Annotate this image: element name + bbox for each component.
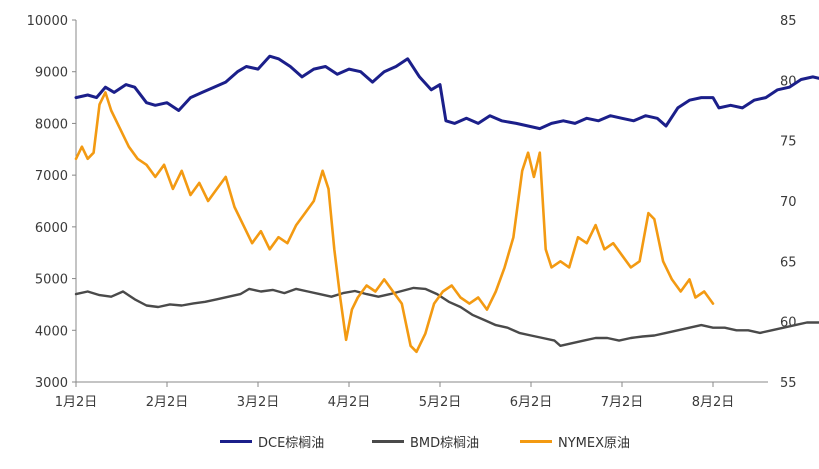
plot-series [74, 54, 819, 354]
x-axis: 1月2日 2月2日 3月2日 4月2日 5月2日 6月2日 7月2日 8月2日 [55, 381, 768, 410]
right-tick-label: 85 [780, 14, 797, 29]
left-tick-label: 10000 [27, 14, 68, 29]
series-line-nymex [74, 91, 715, 354]
legend-swatch-dce [220, 440, 252, 443]
left-y-axis: 3000 4000 5000 6000 7000 8000 9000 10000 [27, 14, 77, 391]
series-line-dce [74, 54, 819, 131]
left-tick-label: 6000 [35, 221, 68, 236]
left-tick-label: 5000 [35, 273, 68, 288]
legend-swatch-bmd [372, 440, 404, 443]
legend: DCE棕榈油 BMD棕榈油 NYMEX原油 [0, 432, 819, 456]
legend-label-bmd: BMD棕榈油 [410, 436, 480, 451]
x-tick-label: 3月2日 [237, 395, 280, 410]
x-tick-label: 2月2日 [146, 395, 189, 410]
left-tick-label: 9000 [35, 66, 68, 81]
legend-item-nymex: NYMEX原油 [520, 432, 630, 451]
series-line-bmd [74, 286, 819, 347]
legend-label-dce: DCE棕榈油 [258, 436, 325, 451]
right-tick-label: 70 [780, 195, 797, 210]
right-tick-label: 75 [780, 135, 797, 150]
legend-label-nymex: NYMEX原油 [558, 436, 631, 451]
right-tick-label: 65 [780, 255, 797, 270]
left-tick-label: 8000 [35, 117, 68, 132]
x-tick-label: 4月2日 [328, 395, 371, 410]
x-tick-label: 5月2日 [419, 395, 462, 410]
left-tick-label: 3000 [35, 376, 68, 391]
left-tick-label: 4000 [35, 324, 68, 339]
x-tick-label: 6月2日 [510, 395, 553, 410]
legend-item-dce: DCE棕榈油 [220, 432, 324, 451]
legend-item-bmd: BMD棕榈油 [372, 432, 479, 451]
legend-swatch-nymex [520, 440, 552, 443]
x-tick-label: 8月2日 [692, 395, 735, 410]
right-tick-label: 55 [780, 376, 797, 391]
x-tick-label: 7月2日 [601, 395, 644, 410]
left-tick-label: 7000 [35, 169, 68, 184]
x-tick-label: 1月2日 [55, 395, 98, 410]
